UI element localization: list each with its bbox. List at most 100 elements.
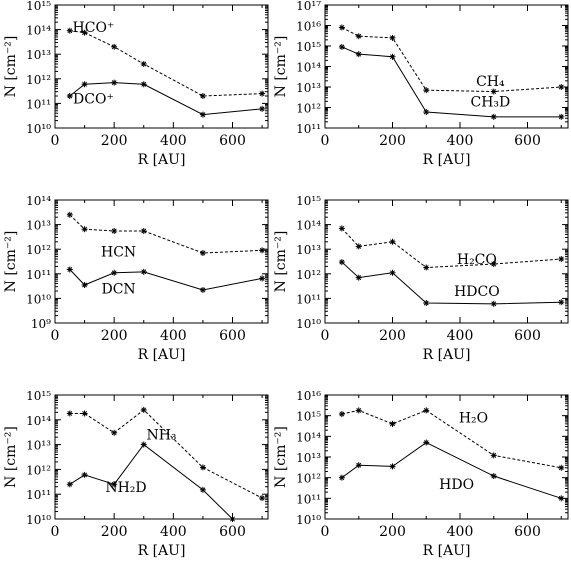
data-point xyxy=(81,282,88,289)
x-tick-label: 400 xyxy=(447,328,474,344)
x-tick-label: 600 xyxy=(514,133,541,149)
data-point xyxy=(338,225,345,232)
data-point xyxy=(389,269,396,276)
data-point xyxy=(389,463,396,470)
series-label: HDCO xyxy=(454,284,500,300)
x-axis-label: R [AU] xyxy=(423,347,471,363)
y-tick-label: 10¹¹ xyxy=(26,268,51,282)
data-point xyxy=(259,247,266,254)
y-tick-label: 10¹² xyxy=(26,73,51,87)
data-point xyxy=(355,33,362,40)
x-tick-label: 600 xyxy=(219,328,246,344)
y-tick-label: 10¹² xyxy=(26,463,51,477)
y-tick-label: 10¹⁴ xyxy=(26,194,51,208)
panel-h2co: 0 200 400 600 10¹⁰ 10¹¹ 10¹² 10¹³ 10¹⁴ 10¹⁵ R [AU]… xyxy=(273,194,569,363)
data-point xyxy=(66,410,73,417)
x-tick-label: 400 xyxy=(160,524,187,540)
data-point xyxy=(199,464,206,471)
data-point xyxy=(355,407,362,414)
data-point xyxy=(389,238,396,245)
y-tick-label: 10¹¹ xyxy=(26,97,51,111)
data-point xyxy=(338,259,345,266)
y-tick-label: 10¹⁰ xyxy=(26,513,51,527)
data-point xyxy=(81,226,88,233)
y-tick-label: 10¹⁴ xyxy=(26,24,51,38)
data-point xyxy=(490,473,497,480)
y-tick-label: 10⁹ xyxy=(31,317,51,331)
data-point xyxy=(140,268,147,275)
data-point xyxy=(259,495,266,502)
data-point xyxy=(423,264,430,271)
data-point xyxy=(259,90,266,97)
data-point xyxy=(111,227,118,234)
x-tick-label: 200 xyxy=(101,133,128,149)
data-point xyxy=(111,481,118,488)
y-axis-label: N [cm⁻²] xyxy=(273,231,289,293)
plot-frame xyxy=(324,4,569,129)
y-tick-label: 10¹³ xyxy=(26,219,51,233)
data-point xyxy=(338,43,345,50)
y-tick-label: 10¹⁴ xyxy=(296,219,321,233)
data-point xyxy=(259,275,266,282)
y-tick-label: 10¹³ xyxy=(296,451,321,465)
x-tick-label: 0 xyxy=(51,133,60,149)
data-point xyxy=(140,81,147,88)
data-point xyxy=(423,439,430,446)
data-point xyxy=(81,471,88,478)
data-point xyxy=(199,486,206,493)
y-tick-label: 10¹³ xyxy=(296,243,321,257)
y-tick-label: 10¹¹ xyxy=(296,122,321,136)
data-point xyxy=(490,300,497,307)
y-tick-label: 10¹² xyxy=(296,472,321,486)
data-point xyxy=(423,109,430,116)
series-line xyxy=(69,269,263,291)
y-axis-label: N [cm⁻²] xyxy=(3,426,19,488)
data-point xyxy=(259,105,266,112)
series-label: H₂O xyxy=(459,411,488,427)
data-point xyxy=(111,79,118,86)
x-tick-label: 600 xyxy=(219,524,246,540)
x-tick-label: 0 xyxy=(51,524,60,540)
y-tick-label: 10¹⁵ xyxy=(296,410,321,424)
y-tick-label: 10¹⁵ xyxy=(296,194,321,208)
data-point xyxy=(111,429,118,436)
data-point xyxy=(199,92,206,99)
x-tick-label: 0 xyxy=(321,328,330,344)
data-point xyxy=(558,299,565,306)
series-label: CH₄ xyxy=(476,74,505,90)
y-tick-label: 10¹⁵ xyxy=(26,389,51,403)
x-tick-label: 0 xyxy=(321,524,330,540)
data-point xyxy=(389,53,396,60)
series-line xyxy=(341,46,562,118)
series-line xyxy=(69,214,263,254)
x-tick-label: 200 xyxy=(379,133,406,149)
x-axis-label: R [AU] xyxy=(138,152,186,168)
data-point xyxy=(558,113,565,120)
series-line xyxy=(341,27,562,93)
data-point xyxy=(389,34,396,41)
y-tick-label: 10¹⁶ xyxy=(296,20,321,34)
y-tick-label: 10¹⁶ xyxy=(296,389,321,403)
series-line xyxy=(341,261,562,305)
series-line xyxy=(69,30,263,97)
x-tick-label: 600 xyxy=(219,133,246,149)
y-tick-label: 10¹⁰ xyxy=(26,122,51,136)
series-label: HCN xyxy=(101,245,136,261)
data-point xyxy=(423,300,430,307)
data-point xyxy=(355,51,362,58)
y-tick-label: 10¹² xyxy=(296,268,321,282)
x-axis-label: R [AU] xyxy=(138,347,186,363)
data-point xyxy=(355,243,362,250)
panel-ch4: 0 200 400 600 10¹¹ 10¹² 10¹³ 10¹⁴ 10¹⁵ 10¹⁶ 10¹⁷ R … xyxy=(273,0,569,168)
plot-frame xyxy=(54,199,269,324)
data-point xyxy=(140,441,147,448)
series-line xyxy=(341,441,562,499)
y-axis-label: N [cm⁻²] xyxy=(3,36,19,98)
panel-hco: 0 200 400 600 10¹⁰ 10¹¹ 10¹² 10¹³ 10¹⁴ 10¹⁵ R [AU]… xyxy=(3,0,269,168)
series-label: DCN xyxy=(102,282,136,298)
x-tick-label: 200 xyxy=(101,328,128,344)
data-point xyxy=(423,407,430,414)
series-label: NH₂D xyxy=(105,480,146,496)
data-point xyxy=(229,516,236,522)
